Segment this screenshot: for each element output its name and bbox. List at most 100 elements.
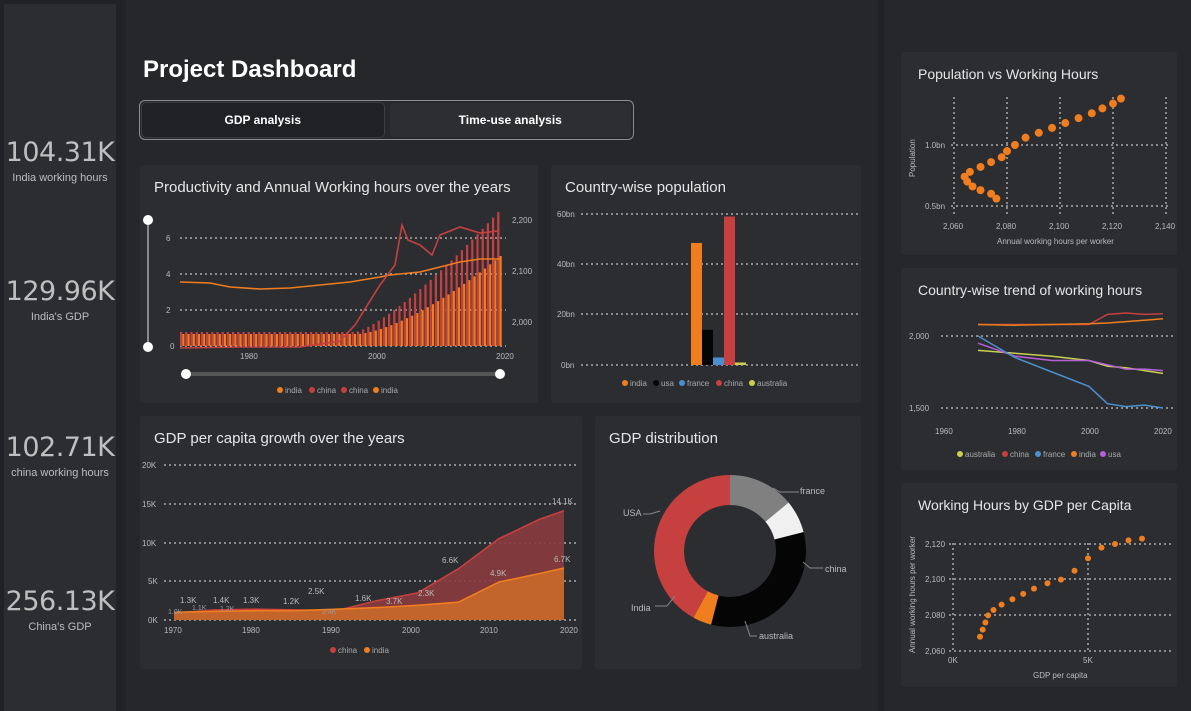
horizontal-slider-handle[interactable] [495,369,505,379]
bar-china [450,260,453,346]
slice-india [693,591,719,625]
bar-china [211,332,214,346]
bar-india [307,334,310,346]
bar-group [180,212,502,346]
bar-china [424,284,427,346]
legend-label: india [285,386,302,395]
scatter-point [976,186,985,195]
horizontal-slider-handle[interactable] [181,369,191,379]
bar-india [187,334,190,346]
legend-dot [373,387,379,393]
bar-china [304,332,307,346]
tab-gdp-analysis[interactable]: GDP analysis [142,103,384,137]
slice-label-france: france [800,486,825,496]
population-chart-card: Country-wise population 0bn 20bn 40bn 60… [551,165,861,403]
population-chart: 0bn 20bn 40bn 60bn india usa france chin… [557,210,859,388]
y-tick: 0bn [561,361,574,370]
legend-dot [716,380,722,386]
leader-line [802,561,823,569]
bar-india [234,334,237,346]
page-title: Project Dashboard [143,56,357,83]
x-tick: 2000 [1081,427,1099,436]
bar-china [336,332,339,346]
scatter-point [1098,104,1107,113]
legend-dot [622,380,628,386]
bar-india [270,334,273,346]
data-label: 6.6K [442,556,459,565]
bar-china [206,332,209,346]
scatter-point [987,158,996,167]
bar-india [255,334,258,346]
bar-china [195,332,198,346]
bar-india [478,272,481,346]
bar-india [494,260,497,346]
x-tick: 0K [948,656,958,665]
bar-india [452,291,455,346]
bar-india [447,294,450,346]
trend-hours-chart: 2,000 1,500 1960 1980 2000 2020 australi… [909,312,1173,459]
y-tick: 20K [142,461,157,470]
bar-india [385,327,388,346]
tab-time-use-analysis[interactable]: Time-use analysis [389,103,631,137]
bar-china [367,326,370,346]
legend-label: china [317,386,337,395]
bar-china [190,332,193,346]
x-tick: 2,100 [1049,222,1070,231]
y-tick: 15K [142,500,157,509]
productivity-chart-card: Productivity and Annual Working hours ov… [140,165,538,403]
bar-china [346,332,349,346]
legend-dot [1071,451,1077,457]
hours-vs-gdp-chart-card: Working Hours by GDP per Capita 2,120 2,… [901,483,1177,687]
bar-india [249,334,253,346]
pop-vs-hours-chart: 1.0bn 0.5bn Population 2,060 2,080 2,100… [908,94,1176,246]
scatter-group [977,535,1145,640]
legend-dot [957,451,963,457]
y-tick: 1,500 [909,404,930,413]
vertical-slider-handle[interactable] [143,215,153,225]
legend-label: usa [661,379,674,388]
bar-india [395,322,398,346]
bar-india [244,334,247,346]
bar-india [364,333,367,346]
bar-china [320,332,323,346]
x-tick: 2000 [368,352,386,361]
data-label: 3.7K [386,597,403,606]
kpi-india-gdp: 129.96K India's GDP [4,276,116,323]
bar-india [197,334,201,346]
bar-china [284,332,287,346]
x-tick: 2020 [496,352,514,361]
bar-india [416,312,419,346]
x-tick: 1960 [935,427,953,436]
data-label: 1.4K [213,596,230,605]
bar-china [232,332,235,346]
data-label: 1.1K [192,605,207,612]
scatter-point [1003,147,1011,156]
bar-france [713,357,724,365]
scatter-point [1031,585,1037,592]
y-tick: 1.0bn [925,141,945,150]
legend-dot [330,647,336,653]
bar-china [263,332,266,346]
bar-china [445,265,448,346]
bar-india [182,334,185,346]
slice-australia [711,532,806,627]
scatter-point [1125,537,1132,544]
chart-title: Country-wise trend of working hours [918,282,1143,298]
bar-china [221,332,224,346]
vertical-slider-handle[interactable] [143,342,153,352]
y-tick: 60bn [557,210,575,219]
bar-india [192,334,195,346]
legend-label: china [338,646,358,655]
bar-india [431,304,435,346]
bar-india [301,334,305,346]
scatter-point [1071,567,1078,574]
bar-india [691,242,702,365]
scatter-point [1085,555,1091,562]
bar-china [476,234,479,346]
bar-china [180,332,183,346]
tab-bar: GDP analysis Time-use analysis [139,100,634,140]
bar-china [377,320,380,346]
bar-china [258,332,261,346]
chart-title: Population vs Working Hours [918,66,1099,82]
x-tick: 2020 [560,626,578,635]
